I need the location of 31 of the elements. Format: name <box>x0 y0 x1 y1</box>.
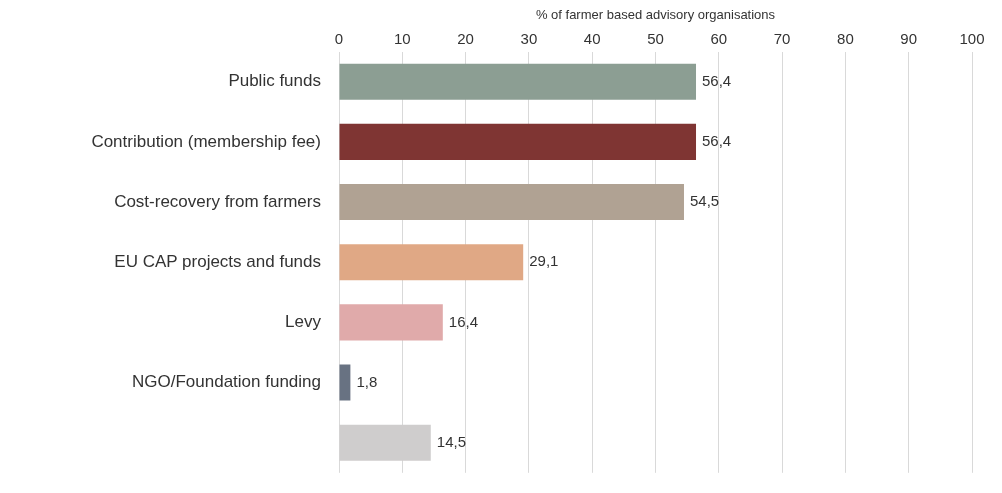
data-label: 56,4 <box>702 132 732 149</box>
y-tick-label: EU CAP projects and funds <box>114 251 321 271</box>
x-tick-label: 0 <box>334 29 344 47</box>
bar <box>339 183 684 221</box>
x-axis-title: % of farmer based advisory organisations <box>535 7 776 23</box>
bar <box>339 244 524 281</box>
x-tick-label: 10 <box>393 29 411 47</box>
bar <box>339 123 697 160</box>
data-label: 56,4 <box>702 71 732 89</box>
data-label: 16,4 <box>448 312 479 330</box>
x-tick-label: 20 <box>457 29 474 47</box>
y-tick-label: Contribution (membership fee) <box>91 131 321 151</box>
y-tick-label: Public funds <box>228 71 321 91</box>
x-tick-label: 90 <box>900 29 918 47</box>
y-tick-label: NGO/Foundation funding <box>131 372 321 392</box>
x-tick-label: 50 <box>647 29 664 47</box>
x-tick-label: 40 <box>583 29 601 47</box>
data-label: 1,8 <box>356 372 378 390</box>
y-tick-label: Cost-recovery from farmers <box>114 191 321 211</box>
x-tick-label: 70 <box>773 29 791 47</box>
bar <box>339 304 443 341</box>
data-label: 29,1 <box>529 252 559 270</box>
y-tick-label: Levy <box>285 312 322 332</box>
bar <box>339 364 351 401</box>
x-tick-label: 80 <box>837 29 854 47</box>
x-tick-label: 60 <box>710 29 728 47</box>
data-label: 54,5 <box>689 192 720 210</box>
x-tick-label: 100 <box>959 29 985 47</box>
x-tick-label: 30 <box>520 29 538 47</box>
bar <box>339 63 697 100</box>
data-label: 14,5 <box>436 432 466 450</box>
